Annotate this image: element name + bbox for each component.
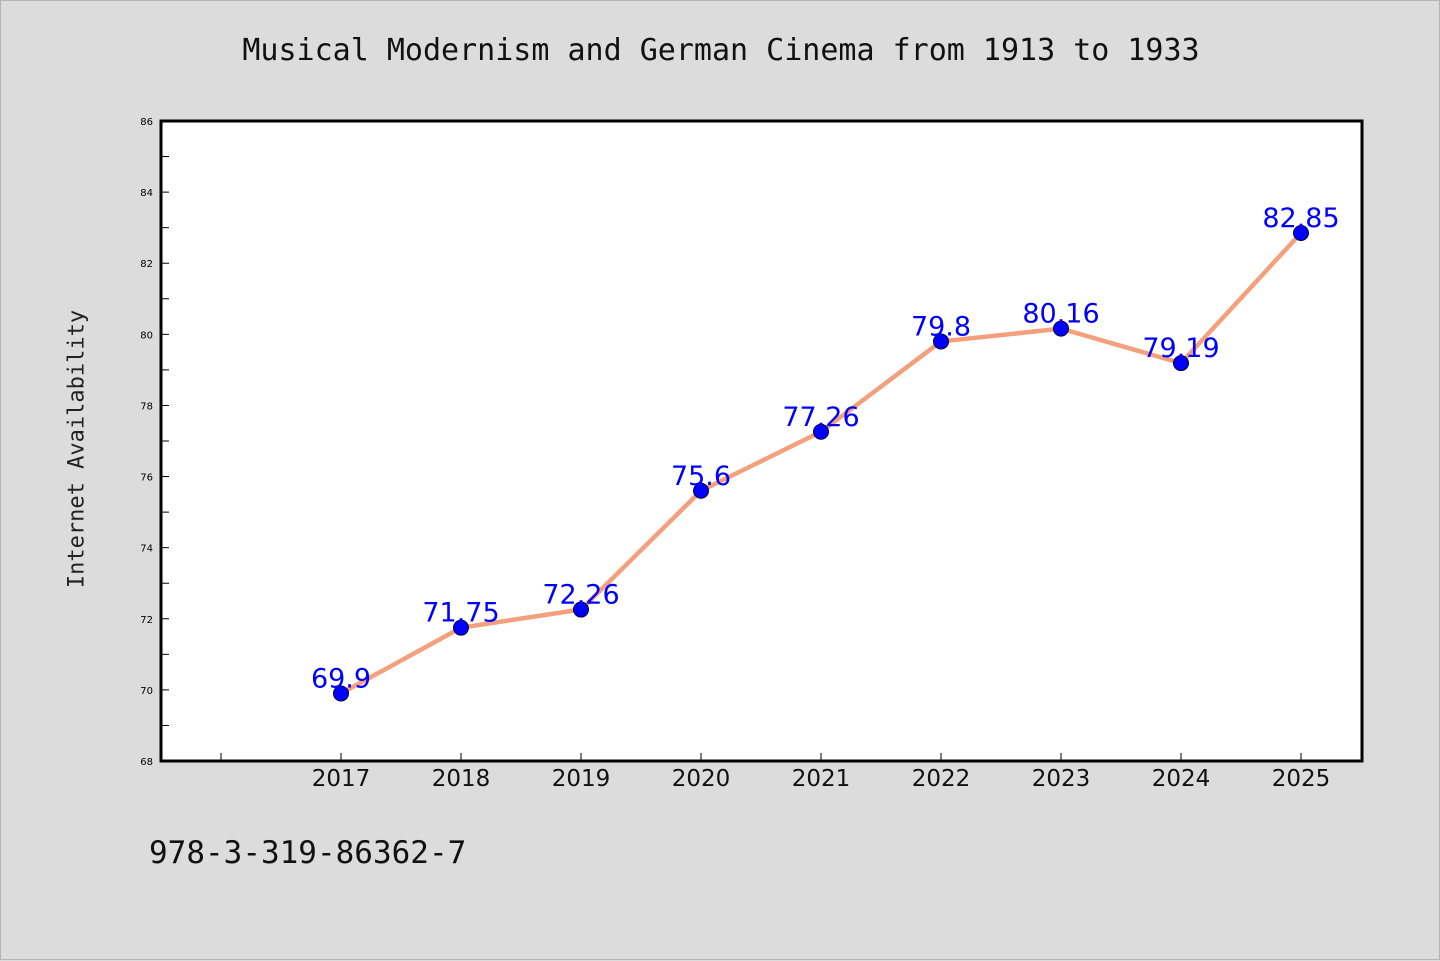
- x-tick-label: 2019: [552, 766, 611, 792]
- data-point: [573, 601, 589, 618]
- y-tick-label: 72: [140, 615, 153, 626]
- y-tick-label: 76: [140, 473, 153, 484]
- data-point: [693, 482, 709, 499]
- y-tick-label: 86: [140, 117, 153, 128]
- data-point: [813, 423, 829, 440]
- y-tick-label: 80: [140, 330, 153, 341]
- data-label: 79.19: [1142, 333, 1219, 364]
- data-point: [1053, 320, 1069, 337]
- x-tick-label: 2024: [1152, 766, 1211, 792]
- x-tick-label: 2025: [1272, 766, 1331, 792]
- y-tick-label: 84: [140, 188, 153, 199]
- axes: 68 70 72 74 76 78 80 82 84 86 2017 2018 2019 2020 2021…: [140, 117, 1330, 792]
- data-point: [333, 685, 349, 702]
- data-label: 79.8: [911, 311, 971, 342]
- y-tick-label: 82: [140, 259, 153, 270]
- x-tick-label: 2023: [1032, 766, 1091, 792]
- data-marks: 69.9 71.75 72.26 75.6 77.26 79.8 80.16 79.19 82.…: [311, 203, 1340, 702]
- x-tick-label: 2021: [792, 766, 851, 792]
- data-label: 69.9: [311, 663, 371, 694]
- chart-title: Musical Modernism and German Cinema from…: [242, 33, 1200, 68]
- data-label: 72.26: [542, 580, 619, 611]
- y-tick-label: 70: [140, 686, 153, 697]
- data-point: [933, 333, 949, 350]
- data-label: 75.6: [671, 461, 731, 492]
- y-tick-label: 78: [140, 401, 153, 412]
- y-tick-label: 74: [140, 544, 153, 555]
- data-label: 82.85: [1262, 203, 1339, 234]
- plot-area: [159, 119, 1364, 763]
- footnote: 978-3-319-86362-7: [149, 835, 467, 871]
- x-tick-label: 2018: [432, 766, 491, 792]
- data-label: 80.16: [1022, 299, 1099, 330]
- data-point: [1293, 225, 1309, 241]
- data-point: [1173, 355, 1189, 372]
- data-point: [453, 619, 469, 636]
- x-tick-label: 2017: [312, 766, 371, 792]
- x-tick-label: 2022: [912, 766, 971, 792]
- data-label: 71.75: [422, 598, 499, 629]
- y-tick-label: 68: [140, 757, 153, 768]
- x-tick-label: 2020: [672, 766, 731, 792]
- data-label: 77.26: [782, 402, 859, 433]
